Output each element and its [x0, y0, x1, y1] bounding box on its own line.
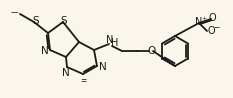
Text: N: N — [99, 62, 107, 72]
Text: =: = — [80, 77, 86, 85]
Text: H: H — [111, 38, 119, 48]
Text: S: S — [33, 16, 39, 26]
Text: N: N — [62, 68, 70, 78]
Text: −: − — [213, 24, 219, 33]
Text: S: S — [61, 16, 67, 26]
Text: O: O — [148, 46, 156, 56]
Text: O: O — [208, 13, 216, 23]
Text: +: + — [201, 15, 207, 20]
Text: O: O — [207, 26, 215, 36]
Text: N: N — [195, 17, 203, 27]
Text: N: N — [106, 35, 114, 45]
Text: N: N — [41, 46, 49, 56]
Text: —: — — [10, 9, 18, 18]
